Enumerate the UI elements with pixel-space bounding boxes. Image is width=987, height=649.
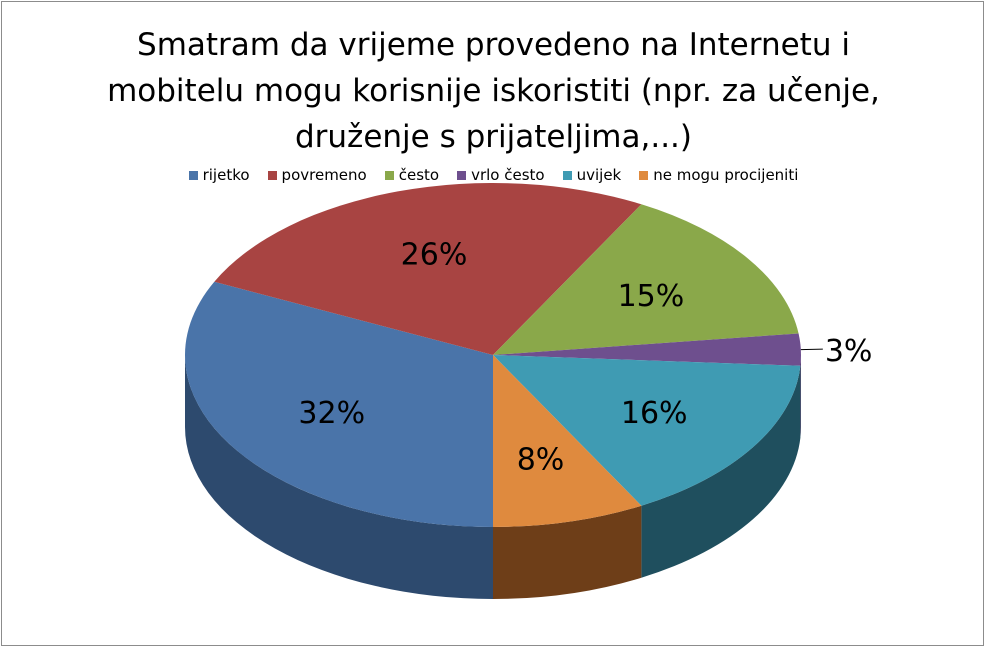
pie-slice-uvijek [493,355,801,506]
pie-sides [185,355,802,599]
legend-label: uvijek [576,166,622,184]
pie-slice-cesto [493,204,799,355]
data-label-cesto: 15% [618,279,685,314]
pie-side-ne-mogu-procijeniti [493,505,642,599]
pie-side-rijetko [185,355,493,599]
legend-swatch [639,170,649,180]
chart-legend: rijetko povremeno često vrlo često uvije… [0,166,987,184]
data-label-ne-mogu-procijeniti: 8% [517,442,565,477]
pie-side-vrlo-cesto [800,355,802,438]
legend-item-povremeno: povremeno [267,166,367,184]
chart-title: Smatram da vrijeme provedeno na Internet… [0,22,987,160]
legend-swatch [267,170,277,180]
legend-item-rijetko: rijetko [188,166,250,184]
legend-swatch [457,170,467,180]
legend-label: povremeno [281,166,367,184]
data-label-uvijek: 16% [621,396,688,431]
legend-item-cesto: često [384,166,440,184]
chart-title-line-1: Smatram da vrijeme provedeno na Internet… [137,27,850,63]
legend-swatch [562,170,572,180]
data-label-povremeno: 26% [401,238,468,273]
legend-swatch [384,170,394,180]
legend-label: vrlo često [471,166,545,184]
pie-slice-rijetko [184,281,493,527]
legend-label: ne mogu procijeniti [653,166,799,184]
pie-side-uvijek [641,365,801,578]
legend-item-vrlo-cesto: vrlo često [457,166,545,184]
legend-swatch [188,170,198,180]
chart-title-line-3: druženje s prijateljima,...) [294,119,693,155]
legend-label: često [398,166,440,184]
legend-item-uvijek: uvijek [562,166,622,184]
legend-label: rijetko [202,166,250,184]
chart-title-line-2: mobitelu mogu korisnije iskoristiti (npr… [107,73,880,109]
data-label-vrlo-cesto: 3% [825,334,873,369]
pie-slice-vrlo-cesto [493,333,801,366]
data-label-rijetko: 32% [298,396,365,431]
pie-slice-povremeno [214,183,642,355]
pie-slice-ne-mogu-procijeniti [493,355,642,527]
legend-item-ne-mogu-procijeniti: ne mogu procijeniti [639,166,798,184]
